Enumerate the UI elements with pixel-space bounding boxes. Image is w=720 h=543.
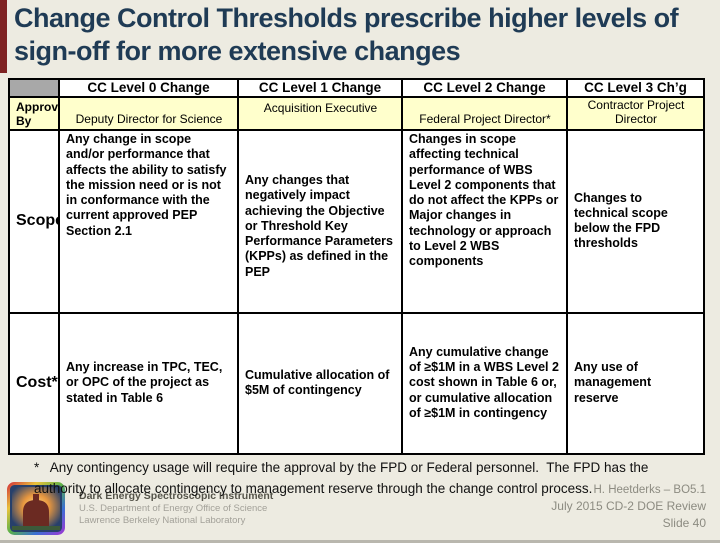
cell-approved-cc3: Contractor Project Director xyxy=(568,98,703,129)
footer-left-block: Dark Energy Spectroscopic Instrument U.S… xyxy=(7,482,273,535)
footer-review-name: July 2015 CD-2 DOE Review xyxy=(551,499,706,514)
footer-lbnl-line: Lawrence Berkeley National Laboratory xyxy=(79,515,246,527)
footer-project-name: Dark Energy Spectroscopic Instrument xyxy=(79,490,274,502)
footer-slide-number: Slide 40 xyxy=(662,515,706,530)
cell-approved-cc0: Deputy Director for Science xyxy=(60,98,237,129)
cell-approved-cc2: Federal Project Director* xyxy=(403,98,566,129)
cell-cost-cc2: Any cumulative change of ≥$1M in a WBS L… xyxy=(403,314,566,453)
cell-approved-cc1: Acquisition Executive xyxy=(239,98,401,129)
page-title: Change Control Thresholds prescribe high… xyxy=(14,3,679,66)
footnote: * Any contingency usage will require the… xyxy=(34,460,653,496)
header-cc-level-3: CC Level 3 Ch’g xyxy=(568,80,703,96)
header-cc-level-0: CC Level 0 Change xyxy=(60,80,237,96)
cell-scope-cc2: Changes in scope affecting technical per… xyxy=(403,131,566,312)
row-label-scope: Scope xyxy=(10,131,58,312)
cell-scope-cc1: Any changes that negatively impact achie… xyxy=(239,131,401,312)
row-label-approved-by: Approved By xyxy=(10,98,58,129)
footer-author: H. Heetderks – BO5.1 xyxy=(593,484,707,496)
title-accent-stripe xyxy=(0,0,7,73)
lab-logo-icon xyxy=(7,482,65,535)
footer-doe-line: U.S. Department of Energy Office of Scie… xyxy=(79,503,268,515)
header-cc-level-2: CC Level 2 Change xyxy=(403,80,566,96)
cell-cost-cc0: Any increase in TPC, TEC, or OPC of the … xyxy=(60,314,237,453)
footer-right-block: H. Heetderks – BO5.1 July 2015 CD-2 DOE … xyxy=(551,482,706,532)
change-control-table: CC Level 0 Change CC Level 1 Change CC L… xyxy=(8,78,705,455)
cell-scope-cc3: Changes to technical scope below the FPD… xyxy=(568,131,703,312)
cell-scope-cc0: Any change in scope and/or performance t… xyxy=(60,131,237,312)
cell-cost-cc3: Any use of management reserve xyxy=(568,314,703,453)
header-cc-level-1: CC Level 1 Change xyxy=(239,80,401,96)
table-corner-cell xyxy=(10,80,58,96)
row-label-cost: Cost* xyxy=(10,314,58,453)
cell-cost-cc1: Cumulative allocation of $5M of continge… xyxy=(239,314,401,453)
